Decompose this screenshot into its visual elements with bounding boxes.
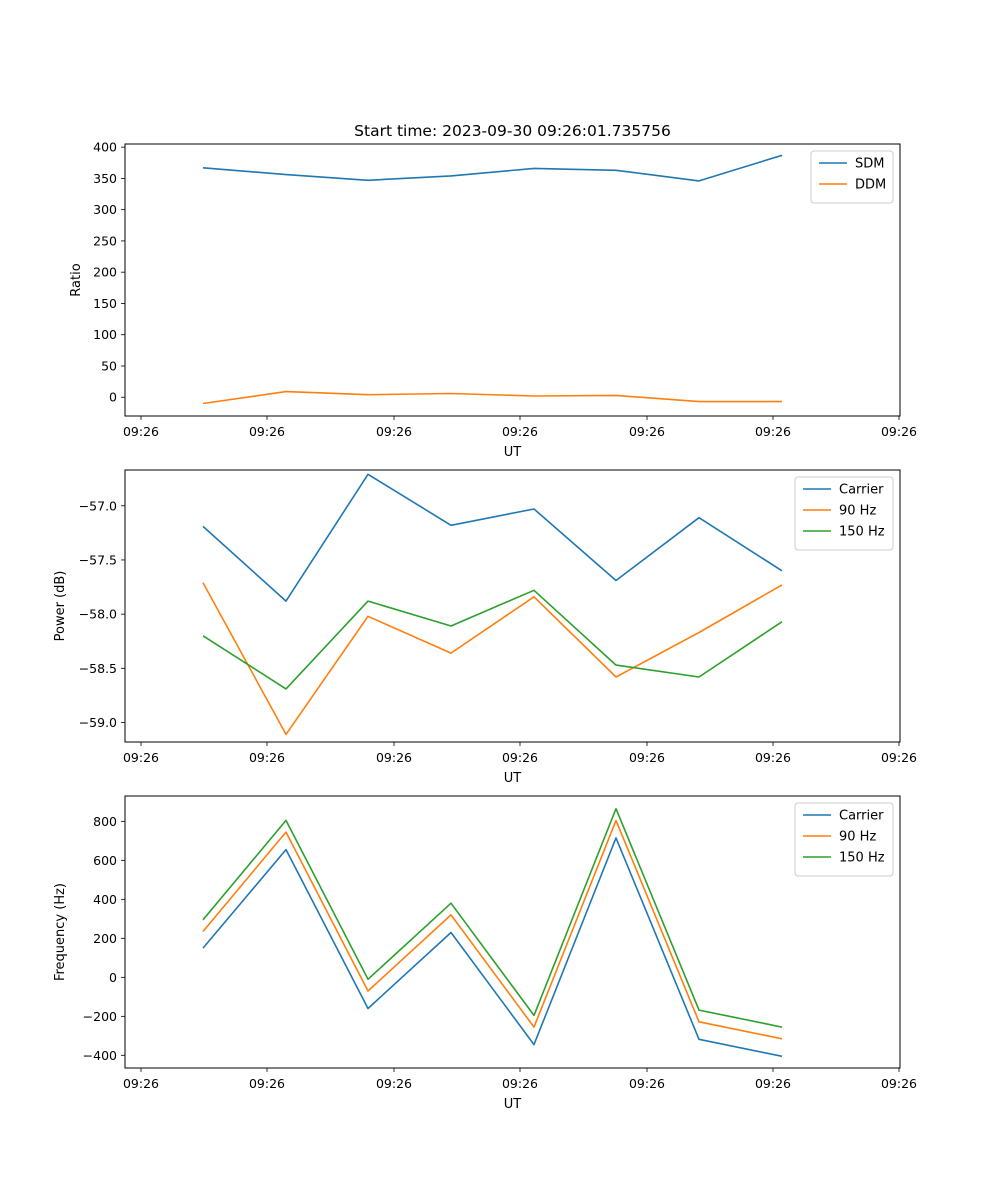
- panel-2-x-tick-label: 09:26: [629, 750, 665, 765]
- panel-1-x-axis-label: UT: [504, 445, 522, 460]
- panel-2-x-tick-label: 09:26: [881, 750, 917, 765]
- panel-2-y-tick-label: −57.0: [79, 498, 117, 513]
- panel-2-y-tick-label: −57.5: [79, 552, 117, 567]
- panel-3-legend-label: 150 Hz: [839, 851, 885, 866]
- panel-2-y-axis-label: Power (dB): [53, 571, 68, 642]
- panel-1-x-tick-label: 09:26: [376, 424, 412, 439]
- panel-2-y-tick-label: −59.0: [79, 715, 117, 730]
- panel-3-x-tick-label: 09:26: [123, 1076, 159, 1091]
- panel-3-y-tick-label: −400: [83, 1048, 117, 1063]
- panel-3-y-tick-label: 0: [109, 970, 117, 985]
- panel-2-series-line-carrier: [202, 473, 783, 602]
- panel-3-x-tick-label: 09:26: [502, 1076, 538, 1091]
- panel-3-x-tick-label: 09:26: [249, 1076, 285, 1091]
- panel-3-y-tick-label: 400: [93, 892, 117, 907]
- panel-2-x-tick-label: 09:26: [123, 750, 159, 765]
- panel-1-y-tick-label: 350: [93, 171, 117, 186]
- panel-1-y-axis-label: Ratio: [69, 263, 84, 296]
- panel-3-x-tick-label: 09:26: [881, 1076, 917, 1091]
- panel-3-x-axis-label: UT: [504, 1097, 522, 1112]
- panel-1-y-tick-label: 200: [93, 265, 117, 280]
- panel-1-series-line-sdm: [202, 154, 783, 182]
- panel-2-y-tick-label: −58.5: [79, 661, 117, 676]
- panel-3-y-tick-label: 600: [93, 853, 117, 868]
- panel-3-legend-label: 90 Hz: [839, 830, 876, 845]
- panel-2-series-line-150-hz: [202, 589, 783, 690]
- panel-1-y-tick-label: 300: [93, 202, 117, 217]
- panel-1-x-tick-label: 09:26: [629, 424, 665, 439]
- panel-2-x-tick-label: 09:26: [249, 750, 285, 765]
- panel-3-x-tick-label: 09:26: [629, 1076, 665, 1091]
- panel-1-x-tick-label: 09:26: [249, 424, 285, 439]
- panel-1-x-tick-label: 09:26: [755, 424, 791, 439]
- panel-2-x-tick-label: 09:26: [755, 750, 791, 765]
- panel-3-axes-frame: [124, 795, 901, 1069]
- panel-3-y-tick-label: −200: [83, 1009, 117, 1024]
- panel-1-axes-frame: [124, 143, 901, 417]
- panel-3-x-tick-label: 09:26: [755, 1076, 791, 1091]
- panel-3-legend-label: Carrier: [839, 809, 884, 824]
- panel-1-legend-label: SDM: [855, 157, 884, 172]
- panel-3-y-axis-label: Frequency (Hz): [53, 883, 68, 981]
- panel-2-x-tick-label: 09:26: [502, 750, 538, 765]
- panel-2-x-axis-label: UT: [504, 771, 522, 786]
- panel-1-y-tick-label: 250: [93, 233, 117, 248]
- panel-1-legend-label: DDM: [855, 178, 886, 193]
- panel-1-legend-box: [810, 150, 894, 204]
- panel-2-x-tick-label: 09:26: [376, 750, 412, 765]
- panel-2-legend-label: 90 Hz: [839, 504, 876, 519]
- panel-1-x-tick-label: 09:26: [123, 424, 159, 439]
- panel-1-y-tick-label: 400: [93, 140, 117, 155]
- panel-1-y-tick-label: 100: [93, 327, 117, 342]
- panel-1-y-tick-label: 0: [109, 390, 117, 405]
- panel-3-series-line-90-hz: [202, 819, 783, 1040]
- panel-3-y-tick-label: 200: [93, 931, 117, 946]
- chart-title: Start time: 2023-09-30 09:26:01.735756: [354, 122, 671, 140]
- panel-2-legend-label: 150 Hz: [839, 525, 885, 540]
- panel-2-y-tick-label: −58.0: [79, 607, 117, 622]
- panel-1-x-tick-label: 09:26: [881, 424, 917, 439]
- panel-3-x-tick-label: 09:26: [376, 1076, 412, 1091]
- panel-3-series-line-150-hz: [202, 807, 783, 1028]
- panel-3-series-line-carrier: [202, 837, 783, 1058]
- panel-2-axes-frame: [124, 469, 901, 743]
- panel-1-y-tick-label: 50: [101, 358, 117, 373]
- panel-1-x-tick-label: 09:26: [502, 424, 538, 439]
- panel-2-legend-label: Carrier: [839, 483, 884, 498]
- panel-2-series-line-90-hz: [202, 582, 783, 736]
- panel-1-series-line-ddm: [202, 390, 782, 405]
- panel-1-y-tick-label: 150: [93, 296, 117, 311]
- panel-3-y-tick-label: 800: [93, 814, 117, 829]
